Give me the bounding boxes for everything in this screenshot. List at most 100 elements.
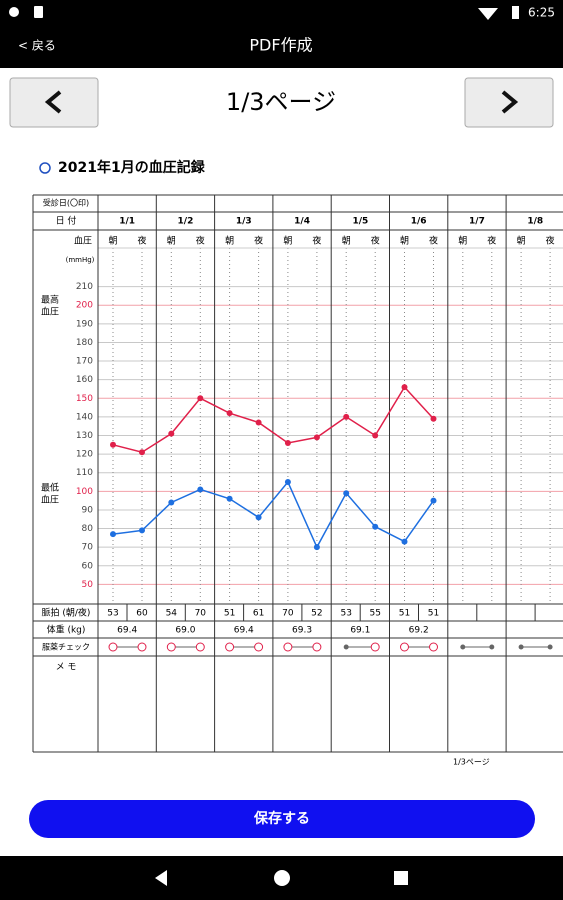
next-button[interactable] (464, 77, 554, 128)
data-point (226, 410, 233, 417)
data-point (343, 413, 350, 420)
row-label: 体重 (kg) (47, 624, 86, 636)
y-tick-label: 90 (82, 505, 94, 515)
wifi-icon (478, 8, 498, 20)
med-check (547, 644, 553, 650)
slot-label: 朝 (167, 236, 176, 247)
doc-title: 2021年1月の血圧記録 (58, 159, 206, 176)
data-point (284, 439, 291, 446)
slot-label: 朝 (458, 236, 467, 247)
med-check (137, 642, 147, 652)
data-point (197, 395, 204, 402)
y-tick-label: 140 (76, 412, 93, 422)
weight-value: 69.4 (117, 626, 137, 636)
pulse-value: 70 (195, 609, 207, 619)
visit-label: 受診日(〇印) (43, 198, 89, 208)
date-label: 1/2 (178, 217, 194, 227)
slot-label: 朝 (108, 236, 117, 247)
med-check (429, 642, 438, 652)
date-label: 1/1 (119, 217, 135, 227)
y-tick-label: 130 (76, 431, 93, 441)
arrow-icon (501, 90, 519, 114)
slot-label: 夜 (196, 235, 205, 247)
slot-label: 夜 (546, 235, 555, 247)
date-label: 1/8 (527, 217, 543, 227)
series-line (112, 385, 435, 454)
y-tick-label: 70 (82, 543, 94, 553)
pulse-value: 51 (224, 609, 235, 619)
pulse-value: 55 (369, 609, 380, 619)
pulse-value: 52 (311, 609, 322, 619)
slot-label: 朝 (517, 236, 526, 247)
date-label: 1/7 (469, 217, 485, 227)
y-tick-label: 190 (76, 319, 93, 329)
slot-label: 夜 (137, 235, 146, 247)
date-header: 日 付 (56, 216, 77, 227)
save-button[interactable] (29, 800, 535, 838)
data-point (430, 497, 437, 504)
y-tick-label: 160 (76, 375, 93, 385)
weight-value: 69.0 (175, 626, 195, 636)
weight-value: 69.2 (409, 626, 429, 636)
doc-footer: 1/3ページ (453, 758, 490, 767)
med-check (195, 642, 205, 652)
pulse-value: 51 (428, 609, 439, 619)
y-tick-label: 100 (76, 487, 93, 497)
med-check (254, 642, 264, 652)
pulse-value: 61 (253, 609, 264, 619)
slot-label: 朝 (225, 236, 234, 247)
slot-label: 夜 (371, 235, 380, 247)
series-label: 血圧 (41, 494, 59, 506)
weight-value: 69.3 (292, 626, 312, 636)
med-check (166, 642, 176, 652)
series-label: 血圧 (41, 306, 59, 318)
row-label: 服薬チェック (42, 642, 90, 652)
nav-back[interactable] (155, 870, 167, 886)
save-button-label: 保存する (253, 810, 310, 827)
data-point (401, 384, 408, 391)
status-icon (9, 7, 19, 17)
data-point (110, 531, 116, 538)
y-tick-label: 200 (76, 301, 93, 311)
page-label: 1/3ページ (226, 88, 336, 116)
doc-icon (39, 162, 51, 174)
y-tick-label: 170 (76, 357, 93, 367)
button-bg (9, 77, 99, 128)
slot-label: 夜 (312, 235, 321, 247)
pulse-value: 53 (107, 609, 118, 619)
slot-label: 夜 (487, 235, 496, 247)
data-point (139, 527, 145, 534)
data-point (255, 514, 262, 521)
pulse-value: 53 (340, 609, 351, 619)
med-check (108, 642, 118, 652)
y-tick-label: 120 (76, 450, 93, 460)
app-title: PDF作成 (249, 36, 312, 55)
y-tick-label: 180 (76, 338, 93, 348)
series-label: 最高 (41, 294, 59, 306)
slot-label: 朝 (283, 236, 292, 247)
data-point (197, 486, 204, 493)
pulse-value: 51 (399, 609, 410, 619)
data-point (255, 419, 262, 426)
prev-button[interactable] (9, 77, 99, 128)
data-point (343, 490, 350, 497)
nav-recent[interactable] (394, 871, 408, 885)
data-point (430, 415, 437, 422)
med-check (283, 642, 293, 652)
status-icon (34, 6, 43, 18)
med-check (370, 642, 380, 652)
date-label: 1/5 (352, 217, 368, 227)
y-tick-label: 50 (82, 580, 94, 590)
y-tick-label: 80 (82, 524, 94, 534)
slot-label: 夜 (429, 235, 438, 247)
med-check (518, 644, 524, 650)
nav-home[interactable] (274, 870, 290, 886)
slot-label: 朝 (342, 236, 351, 247)
date-label: 1/3 (236, 217, 252, 227)
arrow-icon (44, 90, 62, 114)
battery-icon (512, 6, 519, 19)
y-tick-label: 110 (76, 468, 93, 478)
back-button[interactable]: < 戻る (18, 39, 56, 53)
med-check (312, 642, 322, 652)
